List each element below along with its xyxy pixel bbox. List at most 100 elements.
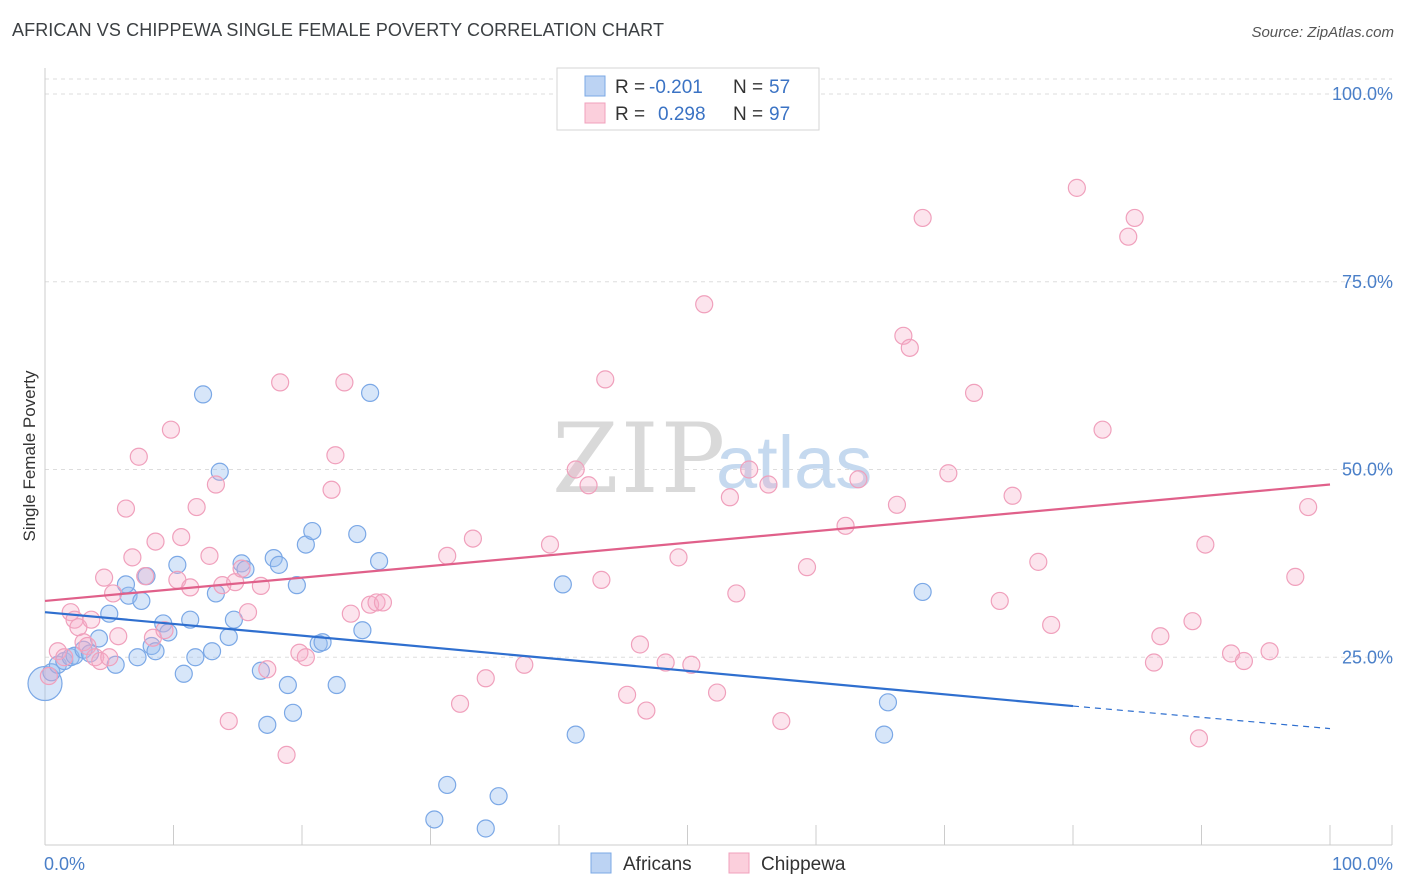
chippewa-trend-line	[44, 483, 1331, 603]
chippewa-point	[91, 651, 110, 671]
africans-point	[202, 642, 222, 661]
chippewa-point	[540, 535, 560, 554]
chippewa-point	[200, 546, 219, 565]
chippewa-point	[618, 685, 637, 704]
series-legend-label-africans: Africans	[623, 854, 692, 875]
chippewa-point	[341, 604, 360, 623]
watermark: ZIP atlas	[552, 403, 872, 515]
africans-point	[553, 575, 572, 594]
chippewa-point	[277, 745, 296, 764]
chippewa-point	[55, 648, 74, 667]
africans-point	[438, 775, 457, 795]
africans-point	[348, 524, 367, 544]
chippewa-point	[836, 516, 855, 535]
chippewa-point	[1196, 535, 1215, 554]
chippewa-point	[669, 548, 688, 567]
legend-r-value-africans: -0.201	[649, 77, 703, 98]
chippewa-point	[39, 666, 58, 686]
chippewa-point	[271, 373, 290, 392]
chippewa-point	[1003, 486, 1022, 505]
chippewa-point	[1286, 567, 1305, 586]
chippewa-point	[450, 694, 470, 713]
chippewa-point	[206, 475, 226, 494]
africans-point	[174, 664, 193, 683]
chippewa-point	[129, 447, 148, 466]
series-legend-swatch-chippewa	[728, 852, 750, 874]
chippewa-point	[463, 529, 483, 548]
chippewa-point	[849, 470, 868, 489]
africans-trend-extension	[1072, 705, 1331, 730]
chippewa-point	[367, 593, 386, 612]
africans-point	[186, 648, 205, 667]
chippewa-point	[155, 621, 174, 640]
legend-swatch-chippewa	[584, 102, 606, 124]
chippewa-point	[322, 480, 341, 499]
africans-point	[287, 576, 306, 595]
chippewa-point	[109, 627, 128, 646]
chippewa-point	[326, 446, 345, 465]
chippewa-point	[592, 570, 611, 589]
chippewa-point	[772, 711, 791, 731]
chippewa-point	[335, 373, 354, 392]
africans-point	[370, 552, 389, 571]
series-legend-swatch-africans	[590, 852, 612, 874]
series-legend-label-chippewa: Chippewa	[761, 854, 846, 875]
africans-point	[224, 610, 243, 629]
africans-point	[219, 627, 238, 647]
legend-n-label-chippewa: N =	[733, 104, 763, 125]
y-axis-title: Single Female Poverty	[20, 370, 39, 542]
chippewa-point	[695, 295, 714, 314]
watermark-zip: ZIP	[552, 403, 727, 515]
chippewa-point	[476, 669, 495, 688]
chippewa-point	[1299, 497, 1318, 517]
axes	[44, 68, 1393, 846]
chippewa-point	[95, 568, 114, 587]
chippewa-point	[116, 499, 136, 518]
chippewa-point	[1260, 642, 1279, 661]
chippewa-point	[1093, 420, 1112, 439]
africans-trend-line	[44, 611, 1074, 708]
africans-point	[878, 693, 898, 712]
chippewa-point	[232, 559, 251, 578]
chippewa-point	[1183, 612, 1202, 631]
africans-point	[327, 675, 346, 695]
chippewa-point	[515, 655, 534, 674]
africans-point	[146, 642, 165, 661]
africans-point	[361, 383, 380, 402]
chippewa-point	[219, 711, 238, 731]
chippewa-point	[682, 655, 701, 674]
chippewa-point	[759, 475, 778, 494]
trend-lines	[44, 483, 1331, 730]
y-tick-label: 25.0%	[1342, 647, 1393, 667]
chippewa-point	[579, 476, 598, 495]
legend-r-label-africans: R =	[615, 77, 645, 98]
africans-point	[193, 385, 213, 404]
chippewa-point	[1151, 627, 1170, 646]
africans-point	[566, 725, 585, 744]
x-tick-label: 0.0%	[44, 854, 85, 874]
legend-n-value-chippewa: 97	[769, 104, 790, 125]
chippewa-point	[887, 495, 907, 514]
chippewa-point	[740, 460, 759, 479]
chippewa-point	[637, 701, 656, 720]
watermark-atlas: atlas	[716, 421, 872, 504]
africans-point	[425, 810, 444, 829]
africans-point	[251, 661, 270, 680]
chippewa-point	[900, 338, 919, 357]
africans-point	[106, 655, 125, 674]
legend-r-value-chippewa: 0.298	[658, 104, 706, 125]
chippewa-point	[123, 548, 142, 567]
africans-point	[303, 521, 322, 541]
chippewa-point	[596, 370, 615, 389]
africans-point	[181, 610, 200, 629]
chippewa-point	[187, 497, 206, 517]
source-label: Source: ZipAtlas.com	[1251, 24, 1394, 41]
chippewa-point	[1234, 651, 1254, 671]
chippewa-point	[1067, 178, 1086, 197]
chippewa-point	[82, 610, 101, 629]
chippewa-point	[1029, 552, 1048, 571]
africans-point	[476, 819, 495, 838]
africans-point	[278, 675, 297, 695]
chippewa-point	[913, 208, 932, 228]
